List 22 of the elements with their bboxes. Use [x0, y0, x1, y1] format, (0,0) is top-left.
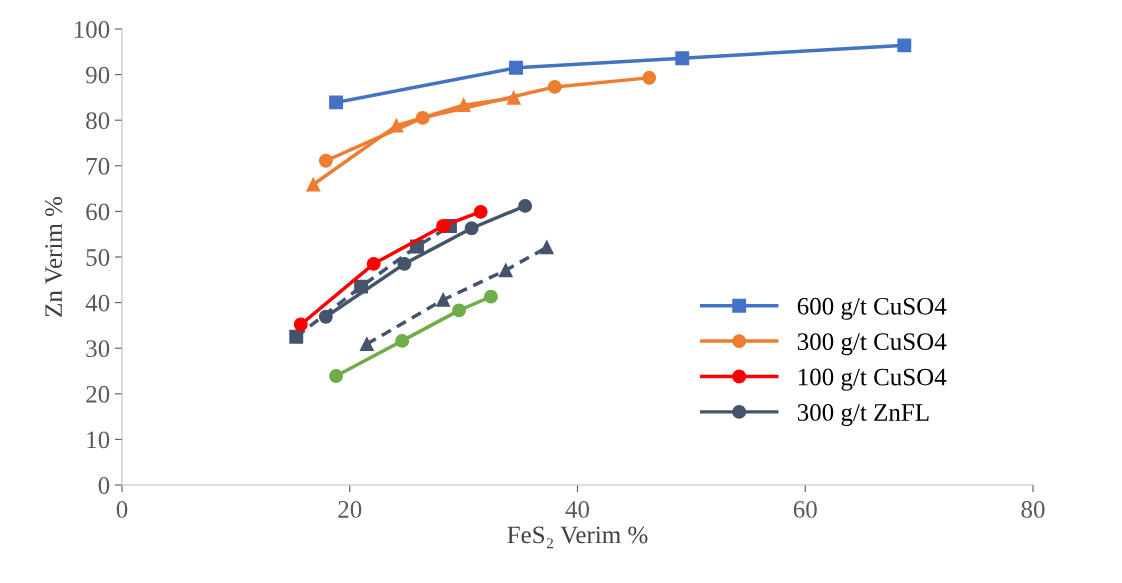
x-tick-label: 60 — [793, 501, 817, 518]
x-axis-title: FeS₂ Verim % — [507, 526, 648, 549]
legend-label: 300 g/t ZnFL — [797, 404, 929, 427]
y-tick-label: 0 — [98, 477, 110, 494]
y-tick-label: 100 — [74, 21, 110, 38]
y-tick-label: 30 — [86, 340, 110, 358]
x-tick-label: 0 — [116, 501, 128, 518]
y-axis-title: Zn Verim % — [45, 196, 63, 317]
y-tick-label: 60 — [86, 203, 110, 221]
y-tick-label: 90 — [86, 66, 110, 84]
y-tick-label: 50 — [86, 249, 110, 266]
legend-label: 300 g/t CuSO4 — [797, 333, 947, 356]
x-tick-label: 80 — [1021, 501, 1045, 518]
y-tick-label: 40 — [85, 294, 110, 312]
legend-label: 100 g/t CuSO4 — [798, 368, 947, 391]
y-tick-label: 80 — [86, 112, 110, 130]
x-tick-label: 40 — [565, 501, 590, 518]
legend-label: 600 g/t CuSO4 — [797, 297, 947, 320]
x-tick-label: 20 — [338, 501, 362, 518]
y-tick-label: 70 — [86, 157, 110, 175]
y-tick-label: 20 — [86, 385, 110, 403]
y-tick-label: 10 — [87, 431, 110, 449]
